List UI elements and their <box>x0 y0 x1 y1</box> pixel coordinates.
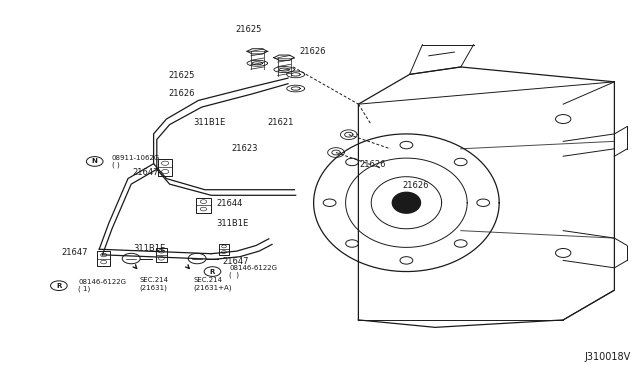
Text: 08146-6122G
(  ): 08146-6122G ( ) <box>229 265 277 278</box>
Text: J310018V: J310018V <box>584 352 630 362</box>
Text: SEC.214
(21631): SEC.214 (21631) <box>140 277 168 291</box>
Text: 21621: 21621 <box>268 118 294 126</box>
Text: SEC.214
(21631+A): SEC.214 (21631+A) <box>193 277 232 291</box>
Text: 21625: 21625 <box>235 25 262 34</box>
Text: 21623: 21623 <box>232 144 258 153</box>
Text: 311B1E: 311B1E <box>133 244 165 253</box>
Text: 21626: 21626 <box>169 89 195 98</box>
Text: R: R <box>56 283 61 289</box>
Text: 311B1E: 311B1E <box>216 219 248 228</box>
Text: 08911-1062G
( ): 08911-1062G ( ) <box>112 155 160 168</box>
Polygon shape <box>392 192 420 213</box>
Text: N: N <box>92 158 98 164</box>
Text: 21626: 21626 <box>402 182 428 190</box>
Text: 21626: 21626 <box>300 47 326 56</box>
Text: 21647: 21647 <box>62 248 88 257</box>
Text: 21647: 21647 <box>132 168 159 177</box>
Text: 21625: 21625 <box>169 71 195 80</box>
Text: 311B1E: 311B1E <box>193 118 225 126</box>
Text: 08146-6122G
( 1): 08146-6122G ( 1) <box>78 279 126 292</box>
Text: 21626: 21626 <box>360 160 386 169</box>
Text: 21644: 21644 <box>216 199 243 208</box>
Text: 21647: 21647 <box>223 257 249 266</box>
Text: R: R <box>210 269 215 275</box>
